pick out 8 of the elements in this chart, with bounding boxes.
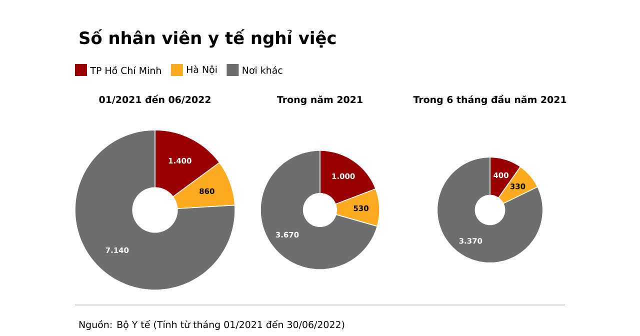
legend-label: Hà Nội bbox=[186, 65, 217, 75]
chart-title: Trong 6 tháng đầu năm 2021 bbox=[413, 94, 566, 106]
legend-label: Nơi khác bbox=[242, 66, 282, 74]
text: 01/2021 đến 06/2022 bbox=[99, 94, 210, 104]
chart-title: Số nhân viên y tế nghỉ việc bbox=[80, 29, 336, 48]
text: Nguồn: Bộ Y tế (Tính từ tháng 01/2021 đến 30/06/2022) bbox=[79, 320, 344, 330]
legend-label: TP Hồ Chí Minh bbox=[90, 66, 161, 74]
chart-title: Trong năm 2021 bbox=[277, 96, 362, 106]
